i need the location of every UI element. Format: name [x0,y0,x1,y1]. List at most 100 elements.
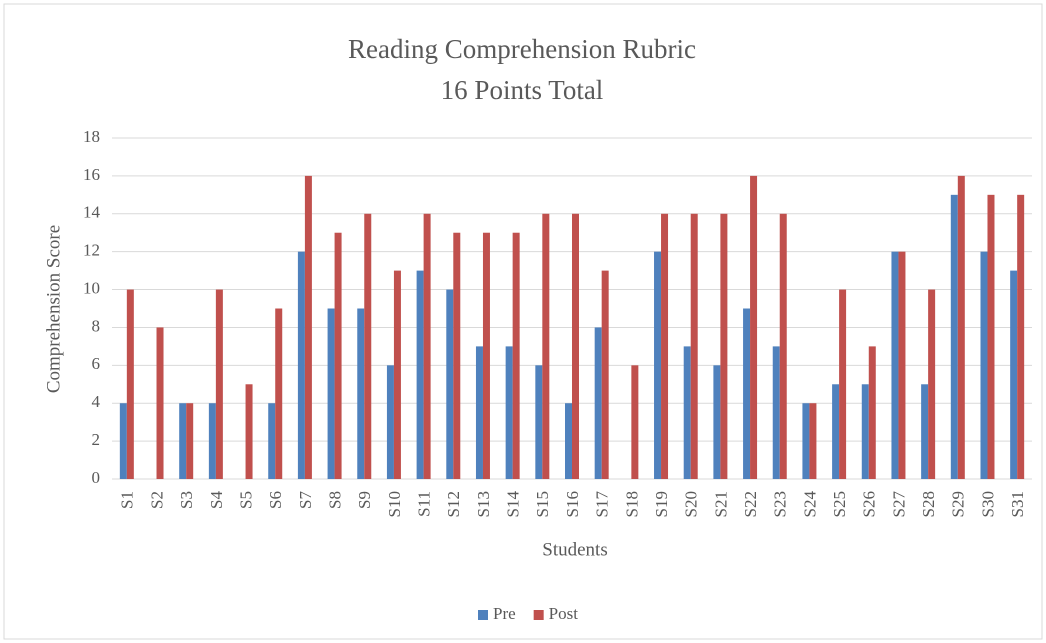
bar [891,251,899,479]
y-tick-label: 14 [83,203,101,222]
bar [386,365,394,479]
bar [683,346,691,479]
bar [453,232,461,479]
bar [268,403,276,479]
bar [179,403,187,479]
y-tick-label: 0 [92,468,101,487]
x-tick-label: S4 [207,491,226,509]
bar [364,213,372,479]
x-tick-label: S12 [444,491,463,517]
x-tick-label: S24 [800,491,819,518]
y-tick-label: 18 [83,127,100,146]
y-tick-label: 4 [92,392,101,411]
x-tick-label: S9 [355,491,374,509]
y-tick-label: 10 [83,278,100,297]
bar [446,289,454,479]
x-tick-label: S15 [533,491,552,517]
bar [482,232,490,479]
bar [839,289,847,479]
x-tick-label: S27 [889,491,908,518]
chart-subtitle: 16 Points Total [441,75,604,105]
bar [156,327,164,479]
bar [987,194,995,480]
x-tick-label: S19 [652,491,671,517]
legend-label: Post [549,604,579,623]
bar [512,232,520,479]
x-tick-label: S23 [771,491,790,517]
x-tick-label: S22 [741,491,760,517]
bar [357,308,365,479]
legend-label: Pre [493,604,516,623]
x-tick-label: S21 [711,491,730,517]
bar [475,346,483,479]
chart-frame [3,3,1043,640]
x-tick-label: S14 [504,491,523,518]
bar [594,327,602,479]
x-tick-label: S26 [860,491,879,517]
x-tick-label: S18 [622,491,641,517]
legend-swatch [478,610,488,620]
bar [1017,194,1025,480]
x-tick-label: S29 [949,491,968,517]
bar [126,289,134,479]
bar [327,308,335,479]
bar [297,251,305,479]
y-tick-label: 12 [83,241,100,260]
x-tick-label: S30 [978,491,997,517]
chart-title: Reading Comprehension Rubric [348,34,696,64]
y-tick-label: 8 [92,316,101,335]
x-tick-label: S20 [682,491,701,517]
bar [1010,270,1018,479]
bar [779,213,787,479]
bar [423,213,431,479]
bar [505,346,513,479]
bar [772,346,780,479]
bar [304,175,312,479]
bar [119,403,127,479]
bar [245,384,253,479]
x-tick-label: S16 [563,491,582,517]
bar [928,289,936,479]
bar [393,270,401,479]
bar [654,251,662,479]
bar [535,365,543,479]
bar [572,213,579,479]
bar [802,403,810,479]
x-tick-label: S28 [919,491,938,517]
bar [868,346,876,479]
bar [921,384,929,479]
bar [275,308,283,479]
bar [565,403,572,479]
x-tick-label: S13 [474,491,493,517]
bar [215,289,223,479]
x-tick-label: S2 [147,491,166,509]
bar [809,403,817,479]
bar [713,365,721,479]
bar [690,213,698,479]
bar [601,270,609,479]
x-tick-label: S3 [177,491,196,509]
y-tick-label: 6 [92,354,101,373]
y-tick-label: 16 [83,165,100,184]
x-tick-label: S5 [236,491,255,509]
bar [861,384,869,479]
x-tick-label: S8 [325,491,344,509]
x-tick-label: S17 [593,491,612,518]
bar [208,403,216,479]
x-tick-label: S6 [266,491,285,509]
y-axis-label: Comprehension Score [43,225,64,393]
bar [980,251,988,479]
x-tick-label: S7 [296,491,315,509]
bar [186,403,194,479]
bar [832,384,840,479]
bar [743,308,751,479]
bar [542,213,550,479]
bar [334,232,342,479]
bar [750,175,758,479]
x-tick-label: S25 [830,491,849,517]
x-tick-label: S10 [385,491,404,517]
bar [661,213,669,479]
bar [416,270,424,479]
bar [898,251,906,479]
